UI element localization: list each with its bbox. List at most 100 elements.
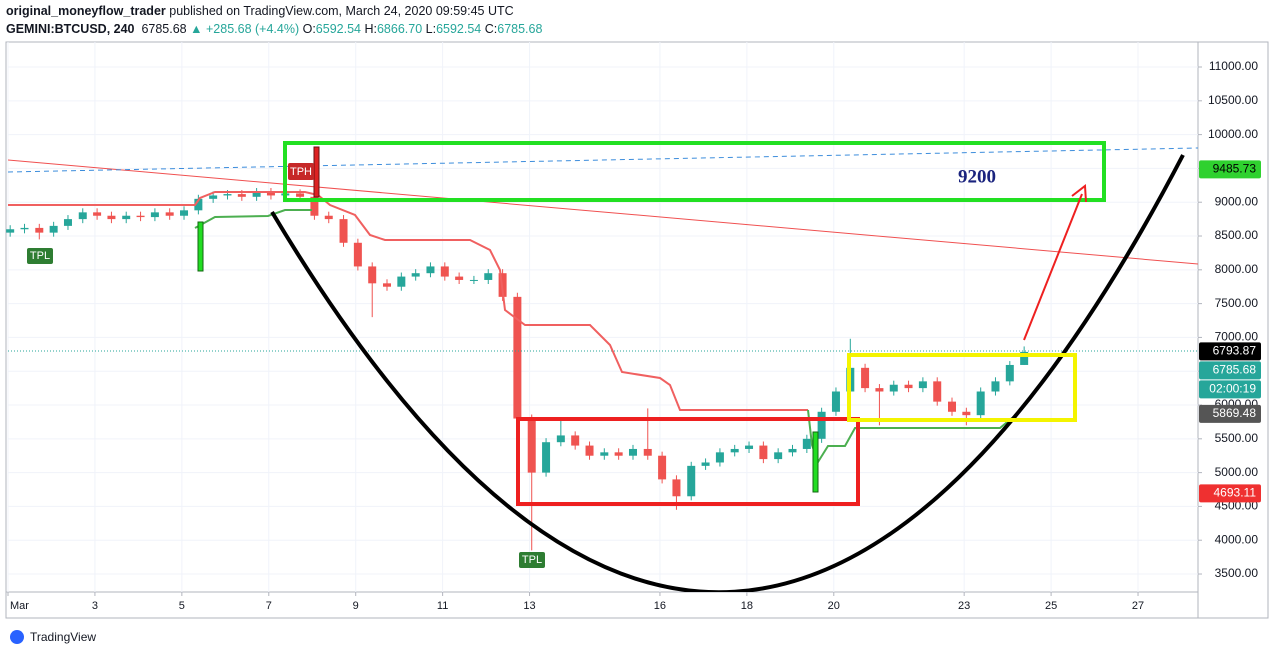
candle-body (339, 219, 348, 243)
flag-box (847, 353, 1077, 422)
candle-body (658, 455, 667, 480)
buy-signal (812, 431, 819, 493)
price-label-bg (1199, 404, 1261, 423)
candle-body (701, 462, 710, 466)
x-tick-label: 27 (1132, 600, 1144, 612)
candle-body (194, 198, 203, 211)
candle-body (469, 279, 478, 281)
y-tick-label: 10500.00 (1208, 93, 1258, 107)
trend-line (8, 159, 1198, 265)
y-tick-label: 9000.00 (1215, 194, 1259, 208)
ohlc-key: O: (302, 22, 316, 36)
candle-body (527, 418, 536, 473)
y-tick-label: 5000.00 (1215, 465, 1259, 479)
dashed-line (8, 147, 1198, 173)
candle-body (889, 384, 898, 392)
candle-body (223, 194, 232, 196)
x-tick-label: 11 (437, 600, 448, 612)
candle-body (324, 215, 333, 220)
buy-signal (197, 221, 204, 272)
tpl-badge (27, 248, 53, 264)
candle-body (759, 445, 768, 460)
candle-body (353, 242, 362, 267)
cup-curve (270, 154, 1185, 592)
x-tick-label: 13 (523, 600, 535, 612)
candle-body (687, 465, 696, 497)
x-tick-label: 7 (266, 600, 272, 612)
candle-body (296, 193, 305, 197)
y-tick-label: 5500.00 (1215, 431, 1259, 445)
candle-body (774, 452, 783, 460)
y-tick-label: 7000.00 (1215, 330, 1259, 344)
ohlc-value: 6592.54 (315, 22, 361, 36)
x-tick-label: 18 (741, 600, 753, 612)
candle-body (918, 381, 927, 389)
y-tick-label: 3500.00 (1215, 566, 1259, 580)
countdown: 02:00:19 (1209, 382, 1256, 396)
candle-body (49, 225, 58, 233)
tph-badge (288, 163, 314, 180)
up-icon: ▲ (190, 22, 203, 36)
candle-body (1005, 364, 1014, 382)
candle-body (455, 276, 464, 280)
footer-brand: TradingView (30, 630, 96, 644)
candle-body (672, 479, 681, 497)
published: published on TradingView.com, March 24, … (165, 4, 514, 18)
candle-body (63, 219, 72, 226)
change: +285.68 (+4.4%) (205, 22, 300, 36)
candle-body (788, 448, 797, 453)
candle-body (513, 296, 522, 419)
tph-label: TPH (290, 166, 312, 178)
candle-body (368, 266, 377, 284)
candle-body (78, 212, 87, 220)
ohlc-value: 6592.54 (436, 22, 482, 36)
candle-body (962, 411, 971, 416)
x-tick-label: 5 (179, 600, 185, 612)
y-tick-label: 11000.00 (1209, 59, 1258, 73)
logo-icon (10, 630, 24, 644)
price-label-bg (1199, 484, 1261, 503)
range-box (516, 417, 860, 506)
arrow-head (1071, 184, 1087, 203)
x-tick-label: 9 (353, 600, 359, 612)
candle-body (310, 196, 319, 216)
candle-body (600, 452, 609, 456)
candle-body (817, 411, 826, 439)
ohlc-value: 6785.68 (497, 22, 543, 36)
drawings: TPH TPL TPL 9200 (8, 141, 1198, 592)
candle-body (628, 448, 637, 456)
arrow (1023, 193, 1083, 341)
price-label: 4693.11 (1214, 486, 1257, 500)
candle-body (382, 283, 391, 287)
ohlc-key: L: (425, 22, 437, 36)
price-label-bg (1199, 361, 1261, 380)
publish-line: original_moneyflow_trader published on T… (6, 4, 514, 18)
tpl-badge (519, 552, 545, 568)
candle-body (397, 276, 406, 287)
candle-body (715, 452, 724, 463)
candle-body (745, 445, 754, 449)
price-label-bg (1199, 160, 1261, 179)
candle-body (571, 435, 580, 446)
publisher: original_moneyflow_trader (6, 4, 166, 18)
tpl-label: TPL (30, 250, 50, 262)
candle-body (861, 367, 870, 389)
trailing-stop-high (8, 191, 808, 411)
candle-body (426, 266, 435, 274)
y-tick-label: 8000.00 (1215, 262, 1259, 276)
candle-body (904, 384, 913, 389)
price-label: 9485.73 (1213, 162, 1257, 176)
candle-body (252, 192, 261, 197)
ohlc-key: C: (484, 22, 498, 36)
target-label: 9200 (958, 166, 996, 187)
ohlc: O:6592.54 H:6866.70 L:6592.54 C:6785.68 (303, 22, 543, 36)
y-tick-label: 8500.00 (1215, 228, 1259, 242)
candle-body (484, 273, 493, 280)
candle-body (35, 227, 44, 233)
x-tick-label: 3 (92, 600, 98, 612)
x-tick-label: 25 (1045, 600, 1057, 612)
tpl-label: TPL (522, 554, 542, 566)
x-tick-label: 20 (828, 600, 840, 612)
candle-body (411, 273, 420, 277)
